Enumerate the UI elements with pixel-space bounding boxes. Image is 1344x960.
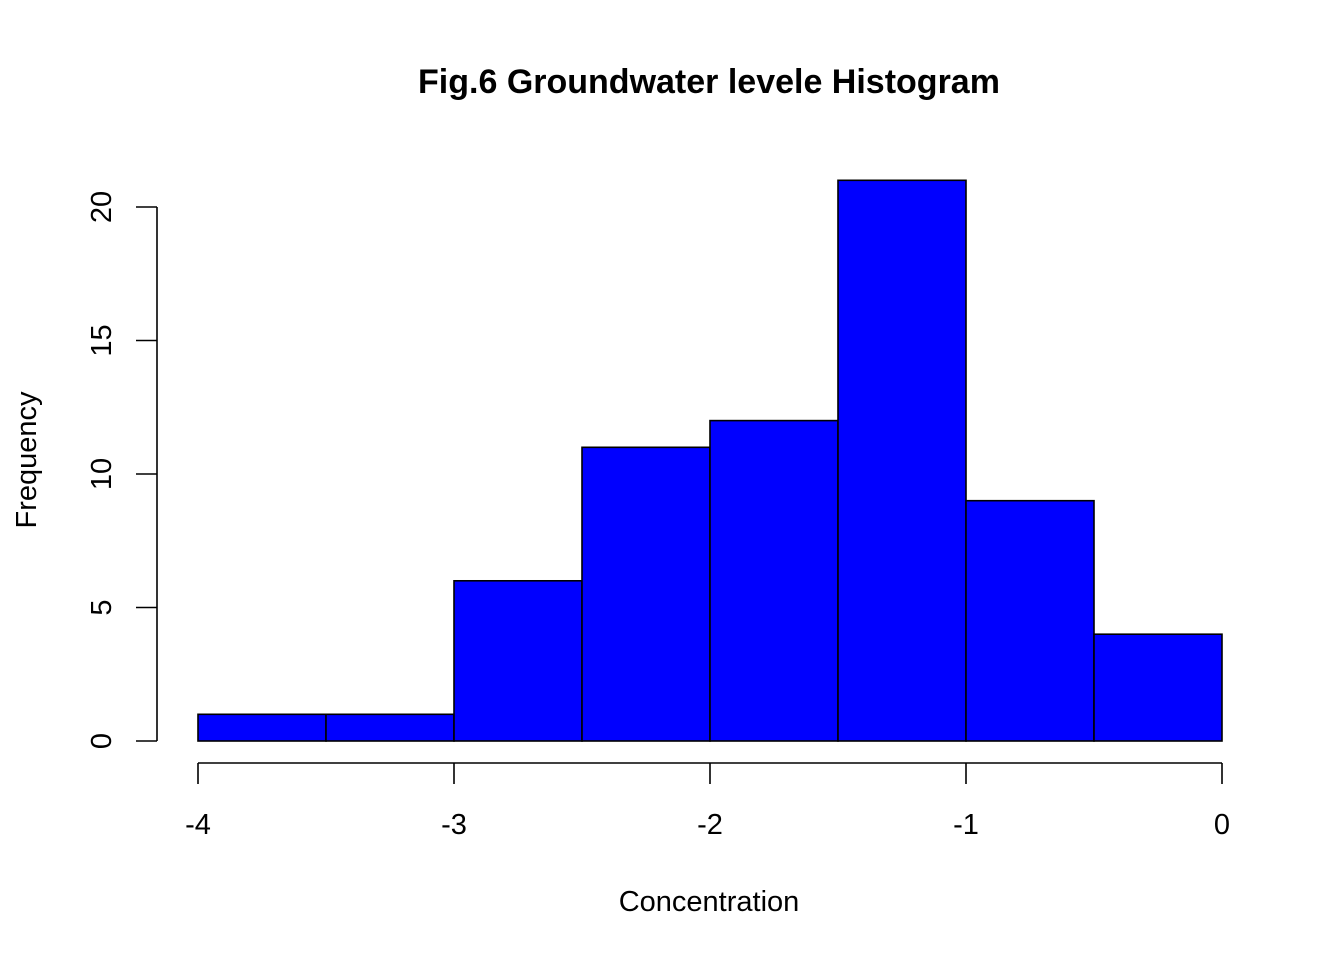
histogram-bar-2	[453, 579, 583, 742]
y-tick-label: 10	[86, 458, 118, 490]
histogram-bar-7	[1093, 633, 1223, 742]
y-tick-label: 5	[86, 599, 118, 615]
y-tick-label: 0	[86, 733, 118, 749]
histogram-bar-5	[837, 179, 967, 742]
x-tick-label: -4	[185, 809, 211, 841]
x-axis-label: Concentration	[619, 886, 800, 918]
y-axis: 0 5 10 15 20	[86, 191, 158, 749]
chart-title: Fig.6 Groundwater levele Histogram	[418, 63, 1000, 101]
x-tick-label: 0	[1214, 809, 1230, 841]
histogram-bar-6	[965, 499, 1095, 742]
histogram-bar-0	[197, 713, 327, 742]
y-tick-label: 15	[86, 324, 118, 356]
x-axis: -4 -3 -2 -1 0	[185, 762, 1230, 841]
histogram-bar-1	[325, 713, 455, 742]
x-tick-label: -1	[953, 809, 979, 841]
x-tick-label: -2	[697, 809, 723, 841]
y-axis-label: Frequency	[11, 391, 43, 529]
histogram-bar-4	[709, 419, 839, 742]
histogram-bar-3	[581, 446, 711, 742]
x-tick-label: -3	[441, 809, 467, 841]
bars-group	[197, 179, 1223, 742]
y-tick-label: 20	[86, 191, 118, 223]
